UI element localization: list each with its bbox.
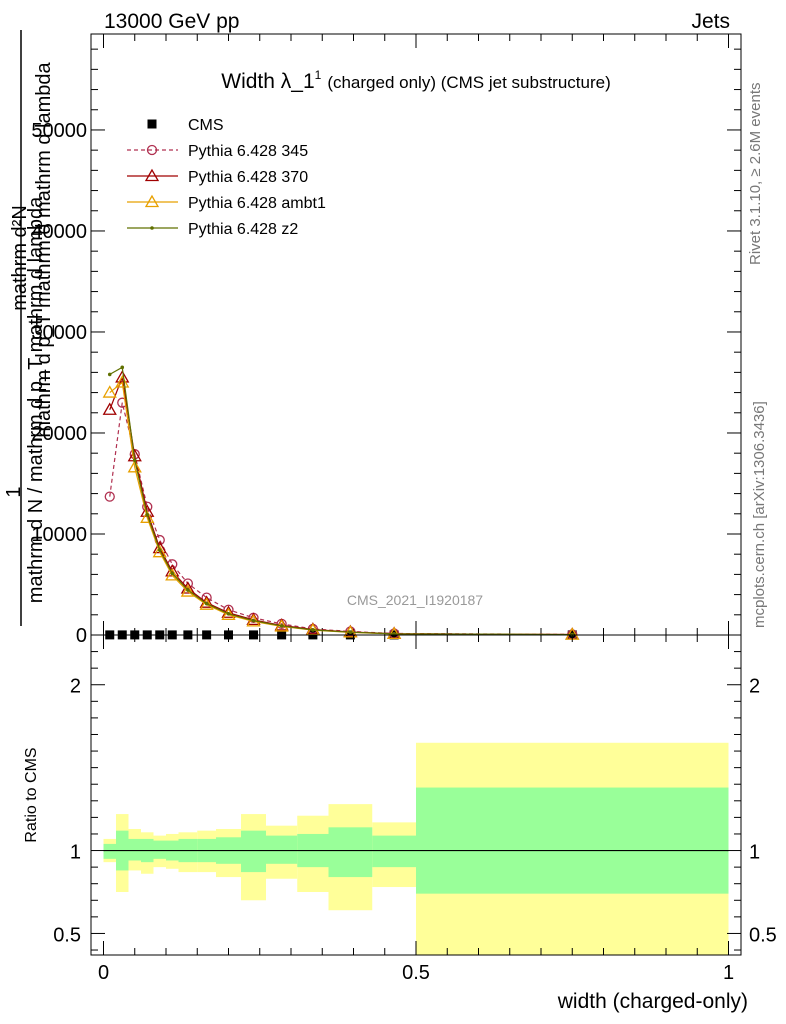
data-point (102, 402, 117, 415)
ratio-ytick-label: 2 (70, 676, 81, 698)
data-point (157, 548, 162, 552)
data-point (348, 630, 353, 634)
data-point (170, 571, 175, 576)
legend-marker (144, 168, 160, 182)
main-ytick-label: 40000 (31, 221, 87, 243)
ratio-ytick-label-right: 2 (749, 676, 760, 698)
series-2 (102, 370, 580, 640)
main-title: Width λ_11 (charged only) (CMS jet substr… (221, 68, 611, 93)
mcplots-label: mcplots.cern.ch [arXiv:1306.3436] (751, 401, 768, 628)
ratio-band-inner (241, 830, 266, 873)
legend: CMS Pythia 6.428 345 Pythia 6.428 370 Pythi… (127, 117, 326, 238)
legend-entry-0: CMS (147, 117, 224, 134)
ratio-ytick-label: 1 (70, 842, 81, 864)
main-ytick-label: 0 (76, 625, 87, 647)
legend-marker (146, 144, 158, 156)
legend-label: CMS (188, 117, 224, 134)
legend-label: Pythia 6.428 ambt1 (188, 195, 326, 212)
legend-entry-4: Pythia 6.428 z2 (127, 221, 298, 238)
main-ylabel-bottom: mathrm d N / mathrm d p_T mathrm d lambd… (25, 196, 47, 603)
series-3 (102, 375, 580, 640)
header-left: 13000 GeV pp (104, 10, 239, 33)
ratio-band-inner (128, 838, 141, 861)
legend-marker (150, 226, 154, 230)
main-ytick-label: 20000 (31, 423, 87, 445)
series-line (109, 402, 573, 635)
data-point (226, 611, 231, 616)
ratio-xtick-label: 0.5 (402, 962, 430, 984)
main-title-sup: 1 (315, 68, 322, 82)
ratio-axes: 0.5 0.5 1 1 2 2 0 0.5 1 (53, 635, 777, 984)
data-point (132, 458, 137, 463)
ratio-xtick-label: 1 (723, 962, 734, 984)
ratio-xtick-label: 0 (98, 962, 109, 984)
legend-entry-1: Pythia 6.428 345 (127, 143, 308, 160)
data-point (127, 460, 142, 473)
ratio-band-inner (153, 840, 166, 859)
series-line (109, 381, 573, 636)
data-point (120, 365, 125, 370)
data-point (180, 584, 195, 597)
main-ylabel-line-2: mathrm d p_T mathrm d mathrm d lambda (33, 61, 55, 437)
ratio-bands-group (103, 742, 729, 955)
series-4 (107, 365, 575, 637)
data-point (140, 510, 155, 523)
ratio-ytick-label: 0.5 (53, 924, 81, 946)
ratio-xlabel: width (charged-only) (557, 990, 748, 1013)
main-ytick-label: 50000 (31, 120, 87, 142)
main-ytick-label: 30000 (31, 322, 87, 344)
ratio-ylabel: Ratio to CMS (23, 747, 40, 842)
data-point (311, 628, 315, 632)
legend-label: Pythia 6.428 370 (188, 169, 308, 186)
main-title-main: Width λ_1 (221, 70, 314, 93)
ratio-ytick-label-right: 0.5 (749, 924, 777, 946)
series-line (109, 366, 573, 636)
data-point (115, 375, 130, 388)
data-point (186, 588, 190, 592)
main-ylabel-top: 1 (3, 486, 25, 497)
main-title-suffix: (charged only) (CMS jet substructure) (327, 73, 610, 92)
main-ytick-label: 10000 (31, 524, 87, 546)
legend-label: Pythia 6.428 z2 (188, 221, 298, 238)
data-point (102, 385, 117, 398)
data-point (107, 372, 112, 377)
ratio-band-inner (328, 827, 373, 878)
legend-marker (147, 119, 157, 129)
series-1 (104, 397, 578, 640)
main-ylabel-line-1: mathrm d²N (9, 205, 31, 311)
legend-entry-3: Pythia 6.428 ambt1 (127, 194, 326, 212)
data-point (251, 618, 256, 623)
main-series-group (102, 365, 580, 640)
legend-entry-2: Pythia 6.428 370 (127, 168, 308, 186)
ratio-band-inner (266, 835, 298, 864)
legend-label: Pythia 6.428 345 (188, 143, 308, 160)
rivet-label: Rivet 3.1.10, ≥ 2.6M events (747, 83, 764, 266)
data-point (104, 491, 115, 502)
ratio-ytick-label-right: 1 (749, 842, 760, 864)
data-point (204, 601, 209, 606)
series-line (109, 375, 573, 636)
ratio-band-inner (103, 843, 116, 859)
legend-marker (144, 194, 160, 208)
data-point (279, 624, 284, 628)
data-point (145, 513, 150, 517)
data-point (246, 612, 261, 625)
ratio-band-inner (372, 835, 416, 868)
analysis-watermark: CMS_2021_I1920187 (347, 592, 483, 608)
data-point (199, 597, 214, 610)
header-right: Jets (691, 10, 730, 33)
data-point (165, 568, 180, 581)
data-point (152, 544, 167, 558)
ratio-band-inner (416, 787, 729, 894)
main-axes: 0 10000 20000 30000 40000 50000 (31, 34, 741, 647)
